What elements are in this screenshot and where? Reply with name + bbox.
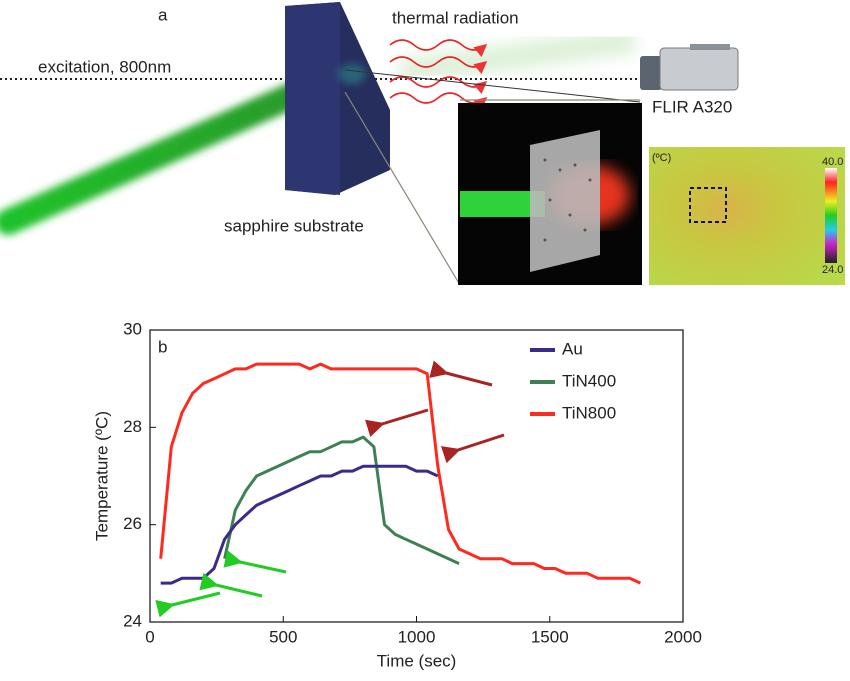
x-tick-label: 0 (145, 627, 154, 646)
x-tick-label: 1000 (398, 627, 436, 646)
y-tick-label: 30 (123, 319, 142, 338)
legend-label: TiN800 (562, 403, 616, 422)
series-line (160, 464, 439, 585)
y-axis-label: Temperature (ºC) (92, 411, 111, 541)
thermal-label: thermal radiation (392, 8, 519, 27)
annotation-arrows (155, 360, 505, 618)
y-tick-label: 26 (123, 514, 142, 533)
panel-label: b (158, 337, 167, 356)
x-tick-label: 500 (269, 627, 297, 646)
series-line (223, 435, 460, 565)
series-line (159, 362, 642, 585)
x-tick-label: 2000 (664, 627, 702, 646)
x-tick-label: 1500 (531, 627, 569, 646)
substrate-label: sapphire substrate (224, 216, 364, 235)
excitation-label: excitation, 800nm (38, 57, 171, 76)
legend-label: Au (562, 339, 583, 358)
camera-icon (640, 44, 739, 91)
x-axis-label: Time (sec) (377, 651, 457, 670)
colorbar-max: 40.0 (822, 156, 843, 168)
legend-label: TiN400 (562, 371, 616, 390)
y-tick-label: 24 (123, 611, 142, 630)
colorbar-min: 24.0 (822, 264, 843, 276)
colorbar-unit: (ºC) (652, 152, 671, 164)
panel-label: a (158, 5, 168, 24)
temperature-chart: 0 500 1000 1500 2000 24 26 28 30 Time (sec) Temper… (92, 319, 701, 670)
camera-label: FLIR A320 (652, 97, 732, 116)
y-tick-label: 28 (123, 417, 142, 436)
setup-diagram: a thermal radiation excitation, 800nm FL… (0, 2, 845, 286)
